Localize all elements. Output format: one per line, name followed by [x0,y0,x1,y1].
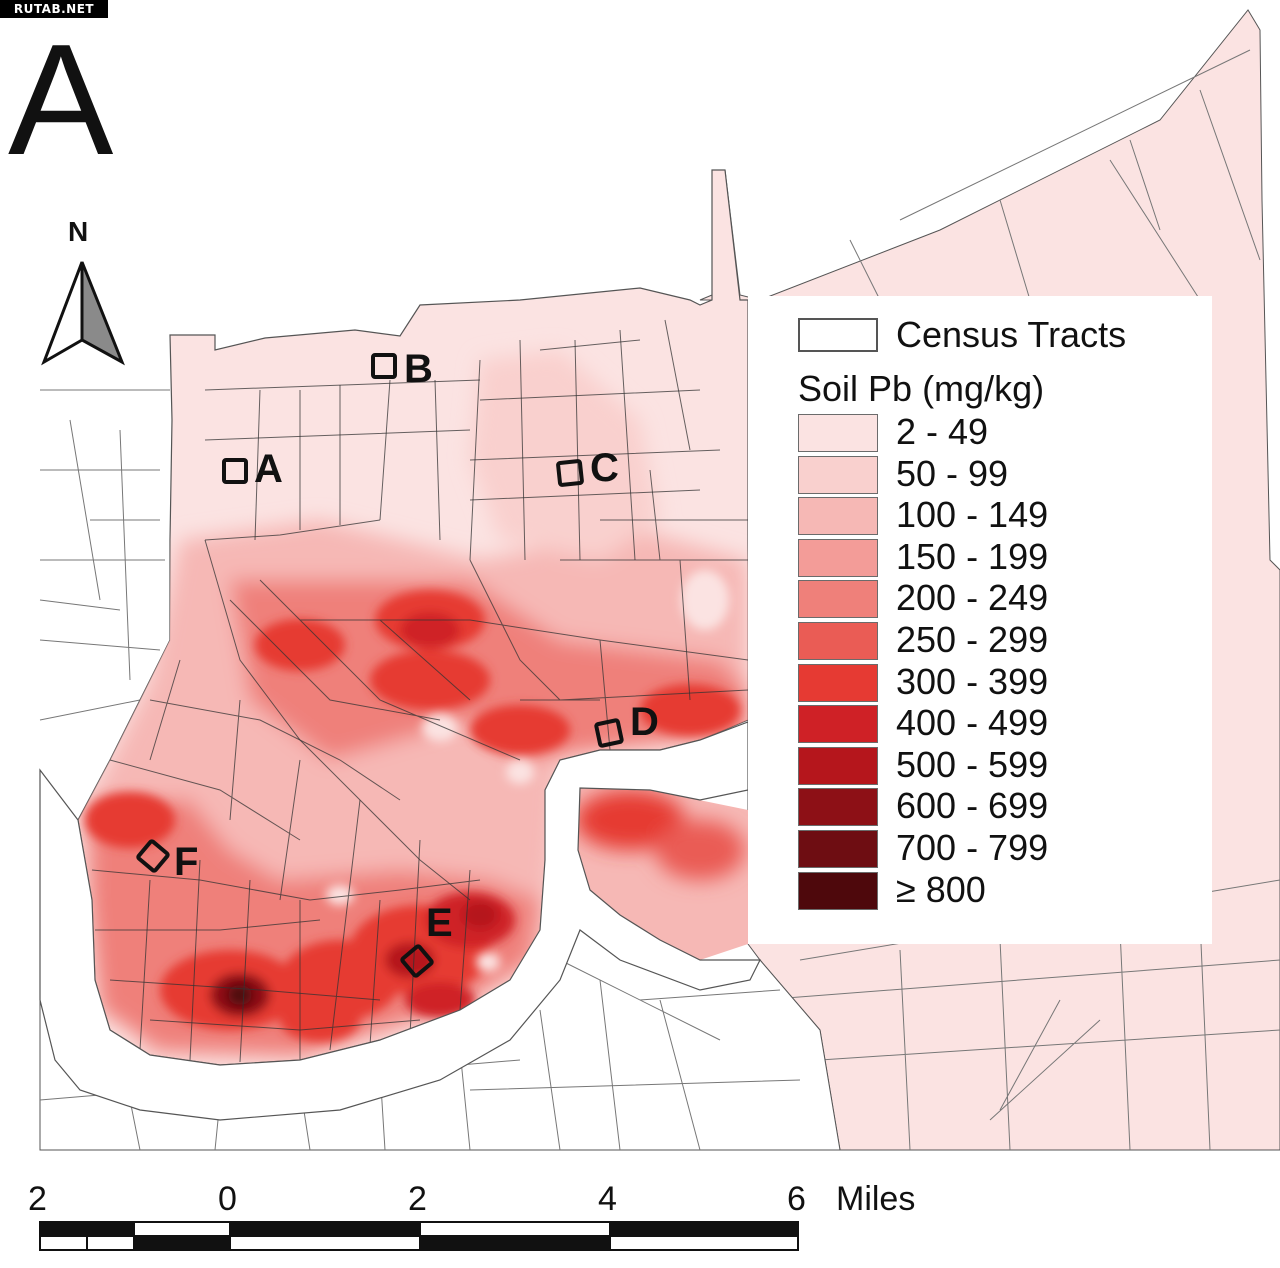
legend-class-swatch [798,622,878,660]
census-tract-lines [91,319,749,1063]
site-label-d: D [630,700,659,744]
legend-class-swatch [798,663,878,702]
legend-class-label: 500 - 599 [896,743,1049,785]
legend-class-label: 250 - 299 [896,619,1049,660]
site-marker-c [555,458,585,488]
legend-class-label: 600 - 699 [896,785,1049,827]
legend-class-swatch [798,830,878,868]
map-legend: Census Tracts Soil Pb (mg/kg) 2 - 49 50 -… [748,296,1212,944]
scale-tick-label: 6 [787,1180,806,1218]
site-marker-a [222,458,248,484]
legend-class-swatch [798,538,878,577]
legend-class-swatch [798,746,878,785]
legend-class-swatch [798,497,878,536]
scale-tick-label: 0 [218,1180,237,1218]
legend-class-swatch [798,788,878,827]
scale-unit-label: Miles [836,1180,916,1218]
scale-tick-label: 2 [28,1180,47,1218]
watermark: RUTAB.NET [0,0,108,18]
legend-class-swatch [798,414,878,452]
legend-class-swatch [798,580,878,619]
site-label-f: F [174,840,199,884]
legend-title: Soil Pb (mg/kg) [798,368,1045,409]
legend-class-label: 300 - 399 [896,660,1049,702]
legend-class-swatch [798,871,878,910]
north-arrow [41,261,125,366]
legend-class-label: 400 - 499 [896,702,1049,744]
north-label: N [68,216,89,247]
site-marker-d [593,717,625,749]
site-marker-b [371,353,397,379]
site-label-a: A [254,447,283,491]
scale-tick-label: 4 [598,1180,617,1218]
legend-class-label: ≥ 800 [896,868,986,910]
legend-class-swatch [798,705,878,744]
mississippi-river [39,721,761,1121]
legend-class-swatch [798,455,878,494]
legend-class-label: 200 - 249 [896,577,1049,619]
scale-tick-label: 2 [408,1180,427,1218]
scale-bar [39,1221,799,1251]
site-label-c: C [590,446,619,490]
legend-class-label: 50 - 99 [896,452,1009,494]
site-label-b: B [404,347,433,391]
site-label-e: E [426,901,453,945]
census-tract-label: Census Tracts [896,314,1127,355]
census-tract-swatch [798,318,878,352]
legend-class-label: 700 - 799 [896,827,1049,868]
legend-class-label: 150 - 199 [896,535,1049,577]
jefferson-tract-lines [39,389,170,721]
panel-letter: A [8,12,114,188]
legend-class-label: 2 - 49 [896,411,989,452]
legend-class-label: 100 - 149 [896,494,1049,536]
